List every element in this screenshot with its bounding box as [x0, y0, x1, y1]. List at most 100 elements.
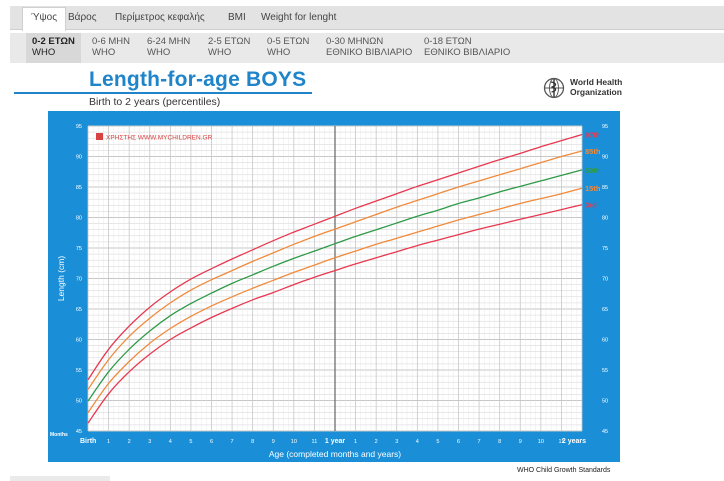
y-tick-label-right: 45 — [602, 429, 608, 435]
footer-note: WHO Child Growth Standards — [517, 467, 611, 474]
y-axis-label: Length (cm) — [56, 256, 66, 302]
y-tick-label-right: 90 — [602, 155, 608, 161]
x-tick-label: 4 — [169, 439, 172, 445]
subtab-line1: 6-24 ΜΗΝ — [147, 36, 191, 47]
x-tick-label: 9 — [519, 439, 522, 445]
x-tick-label: 4 — [416, 439, 419, 445]
curve-85th-label: 85th — [585, 147, 601, 156]
subtab-line2: WHO — [147, 47, 171, 58]
tab-head-circumference[interactable]: Περίμετρος κεφαλής — [115, 12, 205, 23]
y-tick-label-left: 60 — [76, 338, 82, 344]
legend-entry: ΧΡΗΣΤΗΣ WWW.MYCHILDREN.GR — [106, 135, 213, 142]
who-name-line2: Organization — [570, 86, 622, 97]
subtab-line2: WHO — [267, 47, 291, 58]
y-tick-label-left: 95 — [76, 124, 82, 130]
bottom-scrollbar[interactable] — [10, 476, 110, 481]
subtab-line2: WHO — [32, 47, 56, 58]
subtab-0-30-national[interactable]: 0-30 ΜΗΝΩΝ ΕΘΝΙΚΟ ΒΙΒΛΙΑΡΙΟ — [320, 33, 418, 63]
curve-50th — [87, 169, 583, 402]
growth-chart: 97th 85th 50th 15th 3rd 45 45 50 50 55 55 60 60 65 65 7… — [48, 111, 620, 462]
x-tick-label: 10 — [291, 439, 297, 445]
y-tick-label-left: 85 — [76, 185, 82, 191]
curve-85th — [87, 150, 583, 390]
x-tick-label: 8 — [251, 439, 254, 445]
y-tick-label-left: 90 — [76, 155, 82, 161]
x-tick-label: 3 — [395, 439, 398, 445]
subtab-line1: 0-18 ΕΤΩΝ — [424, 36, 472, 47]
tab-height[interactable]: Ύψος — [22, 7, 67, 31]
subtab-0-18-national[interactable]: 0-18 ΕΤΩΝ ΕΘΝΙΚΟ ΒΙΒΛΙΑΡΙΟ — [418, 33, 516, 63]
curve-15th-label: 15th — [585, 184, 601, 193]
tab-weight[interactable]: Βάρος — [68, 12, 97, 23]
subtab-0-6-who[interactable]: 0-6 ΜΗΝ WHO — [86, 33, 136, 63]
x-tick-label: 1 — [354, 439, 357, 445]
x-tick-label: 10 — [538, 439, 544, 445]
main-tab-bar: Ύψος Βάρος Περίμετρος κεφαλής BMI Weight… — [10, 6, 724, 31]
y-tick-label-left: 50 — [76, 399, 82, 405]
who-logo: World Health Organization — [543, 77, 633, 99]
x-tick-label: 8 — [498, 439, 501, 445]
y-tick-label-right: 60 — [602, 338, 608, 344]
x-tick-label: 3 — [148, 439, 151, 445]
curve-3rd — [87, 204, 583, 424]
subtab-line2: WHO — [92, 47, 116, 58]
y-tick-label-left: 45 — [76, 429, 82, 435]
y-tick-label-right: 85 — [602, 185, 608, 191]
subtab-line1: 0-30 ΜΗΝΩΝ — [326, 36, 384, 47]
curve-97th-label: 97th — [585, 131, 601, 140]
y-tick-label-left: 55 — [76, 368, 82, 374]
y-tick-label-right: 80 — [602, 216, 608, 222]
tab-bmi[interactable]: BMI — [228, 12, 246, 23]
x-tick-label: 1 — [107, 439, 110, 445]
legend-swatch — [96, 133, 103, 140]
age-range-tab-bar: 0-2 ΕΤΩΝ WHO 0-6 ΜΗΝ WHO 6-24 ΜΗΝ WHO 2-… — [10, 33, 724, 63]
subtab-0-5-who[interactable]: 0-5 ΕΤΩΝ WHO — [261, 33, 315, 63]
x-tick-label: 6 — [210, 439, 213, 445]
x-tick-label: 7 — [478, 439, 481, 445]
x-tick-label: 2 — [128, 439, 131, 445]
y-tick-label-right: 65 — [602, 307, 608, 313]
x-tick-label: 11 — [312, 439, 318, 445]
chart-subtitle: Birth to 2 years (percentiles) — [89, 96, 221, 108]
x-tick-label: 11 — [559, 439, 565, 445]
curve-50th-label: 50th — [585, 166, 601, 175]
x-axis-corner-label: Months — [50, 432, 68, 438]
subtab-line2: ΕΘΝΙΚΟ ΒΙΒΛΙΑΡΙΟ — [326, 47, 413, 58]
y-tick-label-left: 80 — [76, 216, 82, 222]
x-tick-label: 1 year — [325, 438, 346, 445]
x-tick-label: 5 — [189, 439, 192, 445]
curve-3rd-label: 3rd — [585, 201, 597, 210]
subtab-line1: 0-5 ΕΤΩΝ — [267, 36, 310, 47]
who-name-line1: World Health — [570, 77, 623, 87]
who-emblem-icon — [543, 77, 565, 99]
subtab-2-5-who[interactable]: 2-5 ΕΤΩΝ WHO — [202, 33, 256, 63]
subtab-line2: ΕΘΝΙΚΟ ΒΙΒΛΙΑΡΙΟ — [424, 47, 511, 58]
y-tick-label-right: 70 — [602, 277, 608, 283]
y-tick-label-right: 50 — [602, 399, 608, 405]
x-tick-label: 2 — [375, 439, 378, 445]
y-tick-label-right: 75 — [602, 246, 608, 252]
x-tick-label: 7 — [231, 439, 234, 445]
tab-weight-for-length[interactable]: Weight for lenght — [261, 12, 337, 23]
x-tick-label: 2 years — [562, 438, 586, 445]
subtab-line2: WHO — [208, 47, 232, 58]
subtab-6-24-who[interactable]: 6-24 ΜΗΝ WHO — [141, 33, 196, 63]
x-tick-label: 5 — [436, 439, 439, 445]
x-tick-label: 6 — [457, 439, 460, 445]
subtab-line1: 0-2 ΕΤΩΝ — [32, 36, 75, 47]
y-tick-label-left: 75 — [76, 246, 82, 252]
curve-97th — [87, 133, 583, 381]
y-tick-label-right: 55 — [602, 368, 608, 374]
who-name: World Health Organization — [570, 77, 623, 97]
subtab-0-2-who[interactable]: 0-2 ΕΤΩΝ WHO — [26, 33, 81, 63]
x-axis-label: Age (completed months and years) — [269, 449, 401, 459]
x-tick-label: Birth — [80, 438, 96, 445]
title-underline — [14, 92, 312, 94]
subtab-line1: 2-5 ΕΤΩΝ — [208, 36, 251, 47]
subtab-line1: 0-6 ΜΗΝ — [92, 36, 131, 47]
y-tick-label-right: 95 — [602, 124, 608, 130]
chart-title: Length-for-age BOYS — [89, 68, 307, 91]
x-tick-label: 9 — [272, 439, 275, 445]
y-tick-label-left: 65 — [76, 307, 82, 313]
